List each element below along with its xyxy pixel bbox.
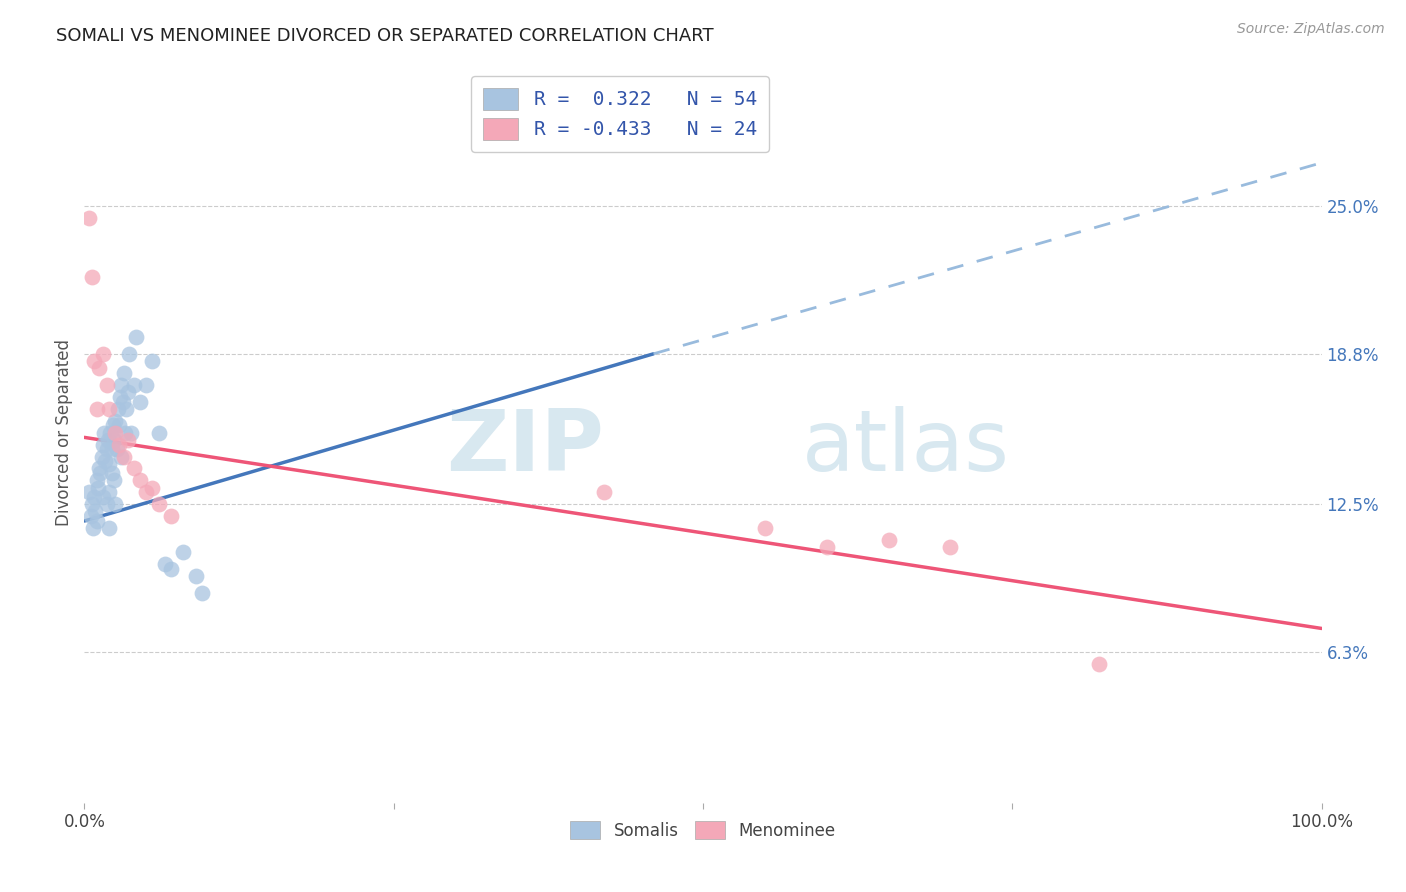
Point — [135, 377, 157, 392]
Point — [118, 347, 141, 361]
Point — [91, 490, 114, 504]
Point — [94, 454, 117, 468]
Point — [148, 425, 170, 440]
Point — [153, 557, 176, 571]
Point — [98, 457, 121, 471]
Text: SOMALI VS MENOMINEE DIVORCED OR SEPARATED CORRELATION CHART: SOMALI VS MENOMINEE DIVORCED OR SEPARATE… — [56, 27, 714, 45]
Text: ZIP: ZIP — [446, 406, 605, 489]
Point — [125, 330, 148, 344]
Point — [87, 481, 110, 495]
Point — [108, 437, 131, 451]
Point — [103, 433, 125, 447]
Point — [96, 377, 118, 392]
Point — [89, 467, 111, 481]
Point — [83, 354, 105, 368]
Point — [86, 514, 108, 528]
Point — [91, 437, 114, 451]
Point — [110, 450, 132, 464]
Point — [79, 211, 101, 225]
Point — [96, 442, 118, 457]
Point — [112, 366, 135, 380]
Point — [80, 270, 103, 285]
Y-axis label: Divorced or Separated: Divorced or Separated — [55, 339, 73, 526]
Point — [114, 425, 136, 440]
Point — [86, 474, 108, 488]
Point — [105, 442, 128, 457]
Point — [86, 401, 108, 416]
Point — [1088, 657, 1111, 672]
Point — [79, 509, 101, 524]
Point — [90, 450, 112, 464]
Point — [98, 401, 121, 416]
Point — [877, 533, 900, 547]
Point — [184, 569, 207, 583]
Point — [122, 377, 145, 392]
Point — [84, 504, 107, 518]
Point — [108, 418, 131, 433]
Point — [83, 490, 105, 504]
Point — [82, 521, 104, 535]
Point — [98, 485, 121, 500]
Point — [89, 361, 111, 376]
Point — [112, 450, 135, 464]
Point — [104, 414, 127, 428]
Point — [110, 390, 132, 404]
Point — [98, 425, 121, 440]
Point — [96, 497, 118, 511]
Point — [93, 425, 115, 440]
Point — [89, 461, 111, 475]
Point — [117, 384, 139, 399]
Point — [98, 521, 121, 535]
Point — [80, 497, 103, 511]
Point — [160, 509, 183, 524]
Point — [103, 474, 125, 488]
Point — [101, 418, 124, 433]
Point — [117, 433, 139, 447]
Point — [129, 394, 152, 409]
Point — [135, 485, 157, 500]
Point — [100, 467, 122, 481]
Point — [115, 401, 138, 416]
Point — [120, 425, 142, 440]
Point — [122, 461, 145, 475]
Point — [129, 474, 152, 488]
Point — [110, 377, 132, 392]
Point — [593, 485, 616, 500]
Point — [172, 545, 194, 559]
Point — [939, 541, 962, 555]
Point — [79, 485, 101, 500]
Point — [91, 347, 114, 361]
Point — [141, 354, 163, 368]
Point — [754, 521, 776, 535]
Point — [191, 585, 214, 599]
Point — [107, 401, 129, 416]
Legend: Somalis, Menominee: Somalis, Menominee — [564, 814, 842, 847]
Point — [815, 541, 838, 555]
Text: atlas: atlas — [801, 406, 1010, 489]
Point — [104, 425, 127, 440]
Point — [160, 562, 183, 576]
Point — [148, 497, 170, 511]
Point — [104, 497, 127, 511]
Point — [100, 442, 122, 457]
Point — [141, 481, 163, 495]
Point — [97, 433, 120, 447]
Text: Source: ZipAtlas.com: Source: ZipAtlas.com — [1237, 22, 1385, 37]
Point — [111, 394, 134, 409]
